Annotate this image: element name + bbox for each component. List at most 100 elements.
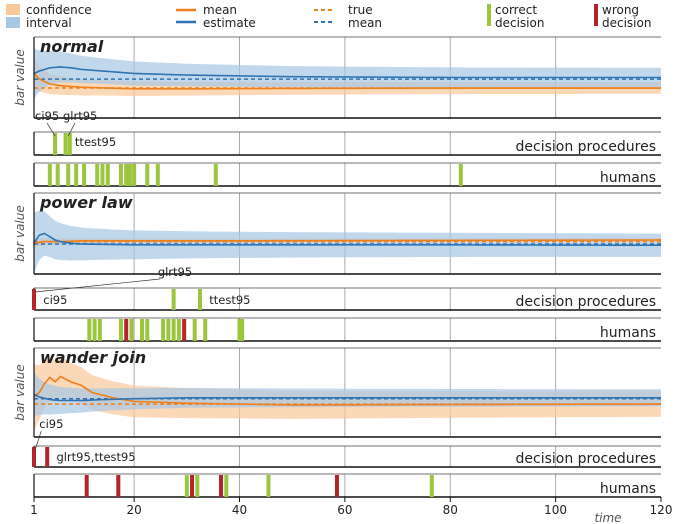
human-marker-correct: [66, 164, 71, 186]
human-marker-correct: [224, 475, 229, 497]
human-marker-correct: [92, 319, 97, 341]
human-marker-correct: [55, 164, 60, 186]
decision-annotation: glrt95: [63, 109, 97, 123]
human-marker-correct: [166, 319, 171, 341]
decision-annotation: glrt95: [158, 265, 192, 279]
x-tick-label: 1: [30, 503, 38, 517]
human-marker-correct: [97, 319, 102, 341]
legend-text: estimate: [203, 16, 256, 30]
x-tick-label: 20: [126, 503, 141, 517]
legend-text: interval: [26, 16, 72, 30]
x-tick-label: 60: [337, 503, 352, 517]
decision-marker-correct: [53, 133, 58, 155]
legend-text: decision: [495, 16, 544, 30]
mean-estimate-line-orange: [33, 72, 661, 90]
panel-title: power law: [39, 193, 133, 212]
x-tick-label: 80: [443, 503, 458, 517]
confidence-band-blue: [34, 47, 661, 100]
human-marker-correct: [266, 475, 271, 497]
strip-label-decision: decision procedures: [516, 451, 657, 467]
legend-text: mean: [348, 16, 382, 30]
human-marker-correct: [237, 319, 242, 341]
human-marker-correct: [87, 319, 92, 341]
human-marker-correct: [155, 164, 160, 186]
decision-annotation: glrt95,ttest95: [56, 450, 135, 464]
legend-text: mean: [203, 3, 237, 17]
decision-marker-correct: [197, 289, 202, 310]
human-marker-correct: [240, 319, 245, 341]
strip-label-decision: decision procedures: [516, 294, 657, 310]
human-marker-wrong: [116, 475, 121, 497]
strip-label-humans: humans: [600, 481, 656, 497]
human-marker-correct: [140, 319, 145, 341]
human-marker-correct: [124, 164, 129, 186]
annotation-leader: [34, 430, 42, 451]
annotation-leader: [46, 122, 56, 137]
human-marker-correct: [429, 475, 434, 497]
human-marker-wrong: [190, 475, 195, 497]
x-axis-label: time: [594, 511, 621, 524]
human-marker-correct: [184, 475, 189, 497]
human-marker-correct: [161, 319, 166, 341]
plot-area: normal bar value decision procedures ci95 gl…: [13, 36, 672, 524]
human-marker-correct: [195, 475, 200, 497]
decision-marker-wrong: [32, 289, 36, 310]
human-marker-correct: [145, 164, 150, 186]
human-marker-correct: [74, 164, 79, 186]
strip-label-humans: humans: [600, 325, 656, 341]
mean-estimate-line-blue: [33, 232, 662, 247]
legend-correct-decision: correct decision: [487, 3, 544, 30]
human-marker-correct: [132, 164, 137, 186]
x-tick-label: 120: [650, 503, 673, 517]
legend-true-mean: true mean: [314, 3, 382, 30]
human-marker-wrong: [334, 475, 339, 497]
y-axis-label: bar value: [13, 364, 27, 421]
confidence-band-blue: [34, 210, 661, 275]
decision-annotation: ci95: [43, 293, 67, 307]
legend: confidence interval mean estimate true m…: [6, 3, 651, 30]
human-marker-correct: [171, 319, 176, 341]
legend-text: true: [348, 3, 373, 17]
decision-annotation: ttest95: [209, 293, 250, 307]
y-axis-label: bar value: [13, 49, 27, 106]
y-axis-label: bar value: [13, 205, 27, 262]
mean-estimate-line-orange: [33, 239, 662, 245]
annotation-leader: [67, 122, 76, 137]
legend-mean-estimate: mean estimate: [176, 3, 256, 30]
legend-confidence-interval: confidence interval: [6, 3, 92, 30]
human-marker-correct: [118, 319, 123, 341]
mean-estimate-line-blue: [33, 393, 661, 402]
decision-marker-correct: [67, 133, 72, 155]
confidence-band-blue: [34, 371, 661, 418]
human-marker-correct: [129, 319, 134, 341]
legend-text: correct: [495, 3, 537, 17]
legend-swatch-blue-band: [6, 17, 20, 28]
panel-wander-join: wander join bar value decision procedures c…: [13, 347, 662, 498]
panel-normal: normal bar value decision procedures ci95 gl…: [13, 36, 661, 187]
human-marker-correct: [118, 164, 123, 186]
strip-label-decision: decision procedures: [516, 139, 657, 155]
human-marker-correct: [192, 319, 197, 341]
human-marker-correct: [458, 164, 463, 186]
human-marker-correct: [176, 319, 181, 341]
decision-marker-wrong: [45, 447, 50, 467]
decision-marker-correct: [171, 289, 176, 310]
human-marker-correct: [47, 164, 52, 186]
human-marker-wrong: [219, 475, 224, 497]
human-marker-correct: [105, 164, 110, 186]
legend-text: decision: [602, 16, 651, 30]
decision-marker-correct: [63, 133, 68, 155]
human-marker-wrong: [124, 319, 129, 341]
strip-label-humans: humans: [600, 170, 656, 186]
panel-title: wander join: [40, 348, 146, 367]
human-marker-wrong: [84, 475, 89, 497]
mean-estimate-line-blue: [33, 66, 661, 79]
legend-wrong-decision: wrong decision: [594, 3, 651, 30]
x-tick-label: 100: [544, 503, 567, 517]
mean-estimate-line-orange: [33, 375, 662, 406]
legend-text: confidence: [26, 3, 92, 17]
human-marker-correct: [82, 164, 87, 186]
human-marker-correct: [100, 164, 105, 186]
human-marker-correct: [95, 164, 100, 186]
